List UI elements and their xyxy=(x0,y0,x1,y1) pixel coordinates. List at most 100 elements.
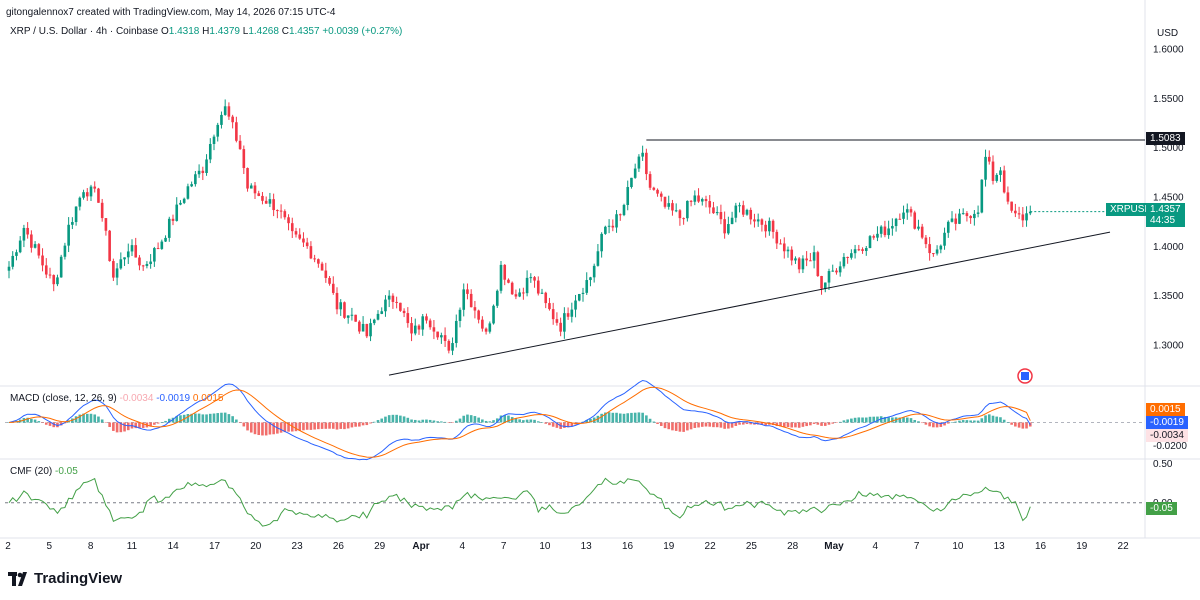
candle xyxy=(372,318,376,326)
candle-body xyxy=(7,266,11,271)
candle-body xyxy=(551,309,555,320)
macd-histogram-bar xyxy=(413,419,417,423)
macd-histogram-bar xyxy=(779,422,782,427)
candle-body xyxy=(935,249,939,254)
candle-body xyxy=(928,244,931,254)
candle-body xyxy=(905,209,909,213)
candle-body xyxy=(861,249,864,251)
candle xyxy=(712,201,715,214)
macd-histogram-bar xyxy=(589,418,592,423)
price-tick-label: 1.3000 xyxy=(1153,341,1184,352)
candle xyxy=(428,318,432,330)
candle xyxy=(555,312,559,326)
macd-histogram-bar xyxy=(551,422,555,427)
macd-histogram-bar xyxy=(7,422,11,423)
candle xyxy=(548,297,551,311)
macd-histogram-bar xyxy=(958,420,961,423)
candle xyxy=(879,225,883,238)
macd-histogram-bar xyxy=(495,418,499,423)
candle-body xyxy=(693,195,697,202)
candle xyxy=(175,197,179,222)
candle xyxy=(138,255,141,271)
candle xyxy=(477,309,480,324)
candle xyxy=(570,302,574,323)
candle-body xyxy=(261,195,264,201)
macd-histogram-bar xyxy=(220,412,223,423)
macd-histogram-bar xyxy=(1017,422,1021,428)
candle xyxy=(48,267,52,279)
time-tick-label: 22 xyxy=(705,541,717,552)
macd-histogram-bar xyxy=(876,416,879,423)
macd-histogram-bar xyxy=(324,422,328,429)
candle xyxy=(961,208,965,215)
candle xyxy=(671,199,674,216)
macd-histogram-bar xyxy=(473,416,477,423)
candle xyxy=(559,317,562,337)
macd-histogram-bar xyxy=(805,422,808,427)
macd-histogram-bar xyxy=(917,421,920,423)
candle-body xyxy=(104,218,108,231)
candle-body xyxy=(566,313,570,317)
macd-histogram-bar xyxy=(555,422,559,428)
macd-histogram-bar xyxy=(566,422,570,428)
macd-histogram-bar xyxy=(74,416,78,423)
candle xyxy=(853,244,857,259)
macd-histogram-bar xyxy=(41,422,44,423)
symbol-tag: XRPUSD xyxy=(1106,203,1156,216)
candle-body xyxy=(775,231,779,244)
macd-histogram-bar xyxy=(26,417,29,423)
macd-histogram-bar xyxy=(592,417,596,423)
candle-body xyxy=(507,279,510,283)
candle-body xyxy=(82,192,85,198)
candle-body xyxy=(272,199,275,211)
candle xyxy=(518,288,521,298)
time-tick-label: 17 xyxy=(209,541,221,552)
candle xyxy=(22,224,26,248)
candle-body xyxy=(335,292,339,310)
candle-body xyxy=(85,192,89,197)
candle-body xyxy=(380,311,384,314)
candle xyxy=(41,248,44,272)
candle xyxy=(835,268,838,275)
candle-body xyxy=(794,258,797,261)
macd-line-label: -0.0019 xyxy=(1146,416,1188,429)
candle xyxy=(838,261,842,277)
macd-histogram-bar xyxy=(905,417,909,423)
macd-histogram-bar xyxy=(1021,422,1025,429)
candle xyxy=(1021,207,1025,228)
candle-body xyxy=(89,186,93,197)
candle xyxy=(577,293,581,302)
macd-histogram-bar xyxy=(484,420,488,423)
candle xyxy=(596,244,600,267)
time-tick-label: 4 xyxy=(460,541,466,552)
candle-body xyxy=(548,303,551,310)
cmf-legend: CMF (20) -0.05 xyxy=(10,466,78,477)
candle xyxy=(227,102,231,120)
candle xyxy=(510,281,514,295)
candle-body xyxy=(939,245,943,250)
candle-body xyxy=(674,210,678,212)
candle xyxy=(503,264,507,286)
candle xyxy=(399,302,402,312)
candle xyxy=(391,293,395,309)
candle-body xyxy=(868,236,872,249)
candle-body xyxy=(812,252,816,261)
macd-histogram-bar xyxy=(335,422,339,430)
candle-body xyxy=(801,258,805,270)
tradingview-logo[interactable]: TradingView xyxy=(8,570,122,587)
candle-body xyxy=(372,319,376,324)
candle xyxy=(533,276,536,288)
candle-body xyxy=(980,179,984,213)
macd-histogram-bar xyxy=(175,416,179,423)
candle xyxy=(100,198,104,222)
candle-body xyxy=(600,233,603,252)
candle xyxy=(272,193,275,217)
candle-body xyxy=(999,170,1002,175)
macd-histogram-bar xyxy=(909,418,913,423)
candle xyxy=(194,171,197,187)
candle xyxy=(346,315,350,324)
macd-histogram-bar xyxy=(48,422,52,426)
macd-histogram-bar xyxy=(600,413,603,423)
candle-body xyxy=(33,244,37,248)
